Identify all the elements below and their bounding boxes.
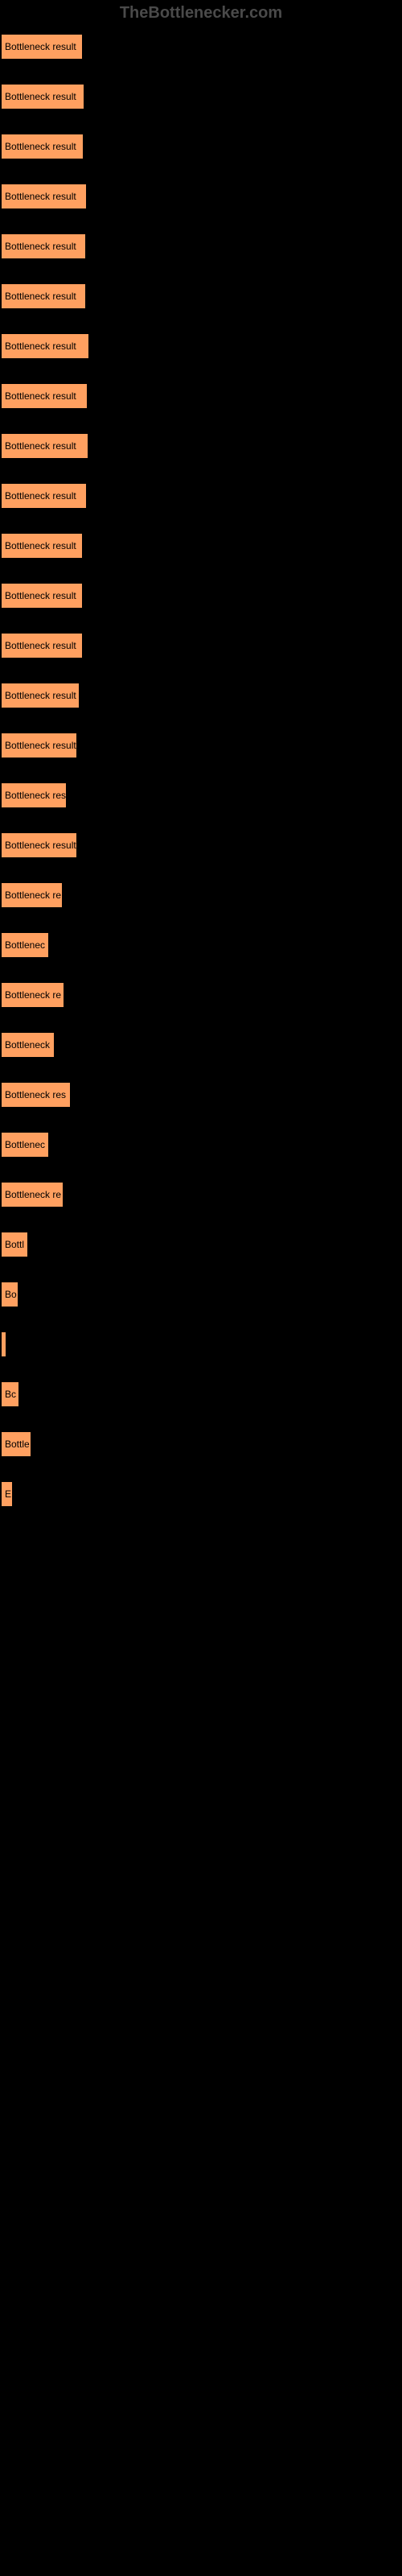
bar-row: Bottlenec [2, 933, 402, 957]
bar: Bottleneck re [2, 1183, 63, 1207]
bar: Bottleneck result [2, 134, 83, 159]
bar-row: Bottleneck result [2, 134, 402, 159]
bar: Bottleneck result [2, 534, 82, 558]
bar-row: Bottleneck result [2, 833, 402, 857]
bar-row: Bottleneck re [2, 983, 402, 1007]
bar-row: Bo [2, 1282, 402, 1307]
bar-row: Bottleneck result [2, 334, 402, 358]
bar: Bottleneck result [2, 284, 85, 308]
bar-row: Bottleneck result [2, 184, 402, 208]
bar-row: Bc [2, 1382, 402, 1406]
bar: Bottl [2, 1232, 27, 1257]
bar: Bottle [2, 1432, 31, 1456]
bar [2, 1332, 6, 1356]
bar: Bo [2, 1282, 18, 1307]
bar-row: Bottl [2, 1232, 402, 1257]
bar-row [2, 1332, 402, 1356]
bar-row: Bottleneck result [2, 384, 402, 408]
bar: Bottleneck result [2, 634, 82, 658]
bar-row: E [2, 1482, 402, 1506]
bar-row: Bottleneck result [2, 434, 402, 458]
bar: Bottleneck result [2, 484, 86, 508]
bar: Bottlenec [2, 933, 48, 957]
bar: Bottleneck result [2, 85, 84, 109]
bar-row: Bottleneck re [2, 883, 402, 907]
bar: Bottleneck result [2, 683, 79, 708]
bar: Bottlenec [2, 1133, 48, 1157]
bar: Bottleneck re [2, 883, 62, 907]
bar-row: Bottle [2, 1432, 402, 1456]
bar: Bottleneck result [2, 833, 76, 857]
bar-row: Bottleneck result [2, 733, 402, 758]
bar-row: Bottleneck res [2, 1083, 402, 1107]
bar: Bottleneck result [2, 733, 76, 758]
bar: Bottleneck result [2, 184, 86, 208]
bar: Bottleneck result [2, 234, 85, 258]
bar-row: Bottleneck result [2, 35, 402, 59]
bar: Bottleneck result [2, 334, 88, 358]
bar-row: Bottleneck res [2, 783, 402, 807]
bar: E [2, 1482, 12, 1506]
bar-row: Bottleneck re [2, 1183, 402, 1207]
bar-row: Bottlenec [2, 1133, 402, 1157]
bar: Bottleneck [2, 1033, 54, 1057]
bar-row: Bottleneck result [2, 284, 402, 308]
bar-row: Bottleneck result [2, 634, 402, 658]
bar-row: Bottleneck result [2, 234, 402, 258]
bar: Bc [2, 1382, 18, 1406]
bar: Bottleneck re [2, 983, 64, 1007]
bar: Bottleneck result [2, 35, 82, 59]
bar-row: Bottleneck result [2, 584, 402, 608]
watermark-text: TheBottlenecker.com [0, 4, 402, 23]
bar-row: Bottleneck result [2, 534, 402, 558]
bar-row: Bottleneck result [2, 484, 402, 508]
bar-row: Bottleneck result [2, 85, 402, 109]
bar: Bottleneck res [2, 1083, 70, 1107]
bar-chart: Bottleneck result Bottleneck result Bottle… [0, 35, 402, 1506]
bar: Bottleneck result [2, 584, 82, 608]
bar: Bottleneck result [2, 384, 87, 408]
bar-row: Bottleneck result [2, 683, 402, 708]
bar: Bottleneck res [2, 783, 66, 807]
bar-row: Bottleneck [2, 1033, 402, 1057]
bar: Bottleneck result [2, 434, 88, 458]
